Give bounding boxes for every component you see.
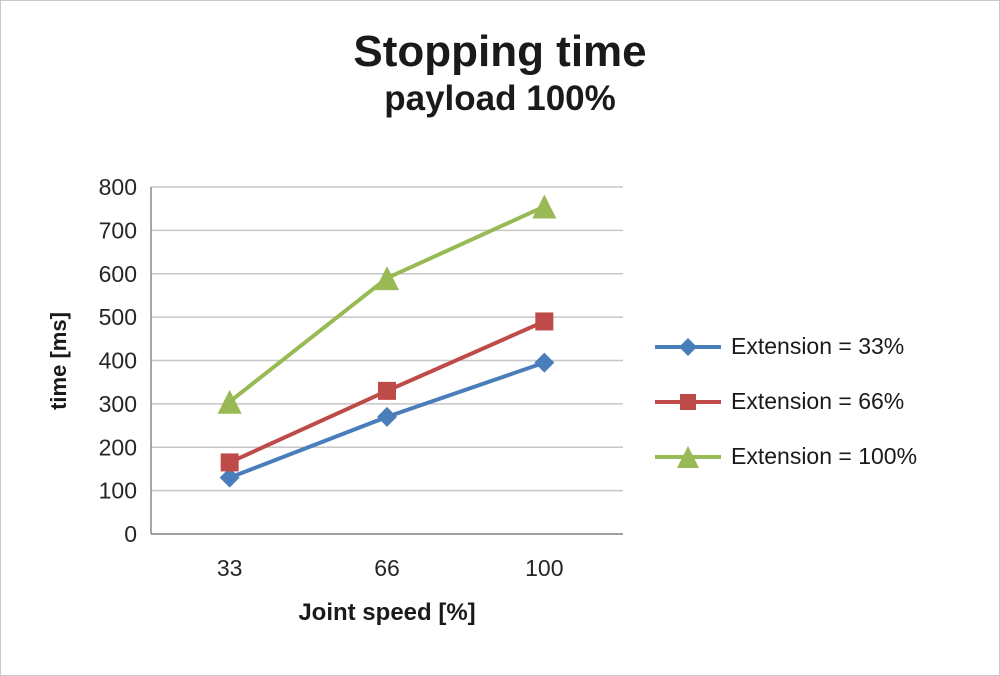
svg-text:100: 100 [99,478,137,504]
svg-text:200: 200 [99,434,137,460]
legend: Extension = 33% Extension = 66% Extensio… [653,333,917,470]
svg-text:500: 500 [99,304,137,330]
svg-text:66: 66 [374,555,400,581]
legend-label: Extension = 33% [731,333,905,359]
legend-marker-triangle-icon [655,445,721,468]
svg-text:0: 0 [124,521,137,547]
chart-subtitle: payload 100% [384,78,616,118]
svg-text:33: 33 [217,555,243,581]
legend-entry: Extension = 66% [653,388,917,415]
legend-entry: Extension = 33% [653,333,917,360]
svg-text:600: 600 [99,261,137,287]
legend-entry: Extension = 100% [653,443,917,470]
legend-marker-square-icon [655,393,721,410]
svg-text:400: 400 [99,348,137,374]
svg-text:800: 800 [99,174,137,200]
chart-title-block: Stopping time payload 100% [1,27,999,120]
svg-text:700: 700 [99,217,137,243]
legend-marker-diamond-icon [655,337,721,356]
svg-text:100: 100 [525,555,563,581]
legend-label: Extension = 66% [731,388,905,414]
chart-title: Stopping time [353,27,647,76]
svg-text:300: 300 [99,391,137,417]
x-axis-title: Joint speed [%] [298,599,476,626]
y-axis-title: time [ms] [46,312,71,410]
legend-label: Extension = 100% [731,443,918,469]
